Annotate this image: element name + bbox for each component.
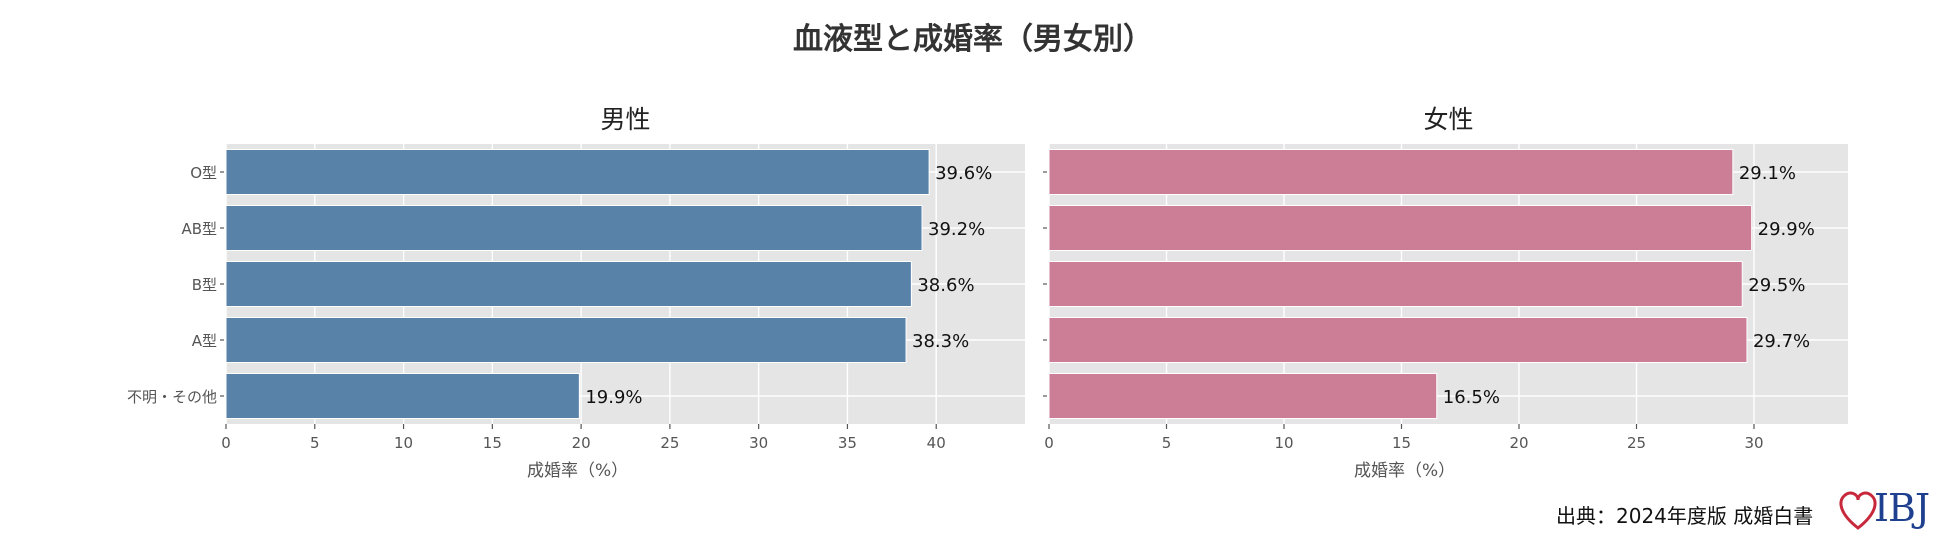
male-bar-0 xyxy=(225,149,930,195)
x-tick-label: 20 xyxy=(572,434,591,452)
x-axis-label: 成婚率（%） xyxy=(527,461,628,481)
category-label: O型 xyxy=(190,164,217,182)
x-tick-label: 30 xyxy=(749,434,768,452)
x-tick-label: 25 xyxy=(1627,434,1646,452)
x-tick-label: 35 xyxy=(838,434,857,452)
x-tick-label: 0 xyxy=(221,434,231,452)
male-panel-title: 男性 xyxy=(600,105,651,134)
female-bar-0 xyxy=(1048,149,1734,195)
x-tick-label: 5 xyxy=(1162,434,1172,452)
logo-text: IBJ xyxy=(1874,486,1930,530)
x-tick-label: 0 xyxy=(1044,434,1054,452)
category-label: AB型 xyxy=(181,220,217,238)
x-tick-label: 5 xyxy=(310,434,320,452)
source-note: 出典：2024年度版 成婚白書 xyxy=(1556,504,1814,528)
value-label: 29.5% xyxy=(1748,275,1805,296)
value-label: 16.5% xyxy=(1443,387,1500,408)
x-tick-label: 15 xyxy=(1392,434,1411,452)
x-axis-label: 成婚率（%） xyxy=(1354,461,1455,481)
heart-icon xyxy=(1839,491,1877,530)
value-label: 29.1% xyxy=(1739,163,1796,184)
value-label: 38.3% xyxy=(912,331,969,352)
male-bar-4 xyxy=(225,373,580,419)
female-bar-1 xyxy=(1048,205,1753,251)
female-bar-2 xyxy=(1048,261,1743,307)
male-panel: 39.6% O型 39.2% AB型 38.6% B型 38.3% A型 19.9% 不明・その他… xyxy=(127,144,1025,481)
x-tick-label: 30 xyxy=(1744,434,1763,452)
x-tick-label: 10 xyxy=(1274,434,1293,452)
female-bar-3 xyxy=(1048,317,1748,363)
x-tick-label: 10 xyxy=(394,434,413,452)
category-label: A型 xyxy=(192,332,217,350)
x-tick-label: 25 xyxy=(660,434,679,452)
category-label: 不明・その他 xyxy=(127,388,217,406)
male-bar-3 xyxy=(225,317,907,363)
ibj-logo xyxy=(1839,491,1877,530)
female-bar-4 xyxy=(1048,373,1438,419)
value-label: 29.9% xyxy=(1758,219,1815,240)
chart-title: 血液型と成婚率（男女別） xyxy=(793,22,1153,57)
value-label: 38.6% xyxy=(917,275,974,296)
female-panel: 29.1% 29.9% 29.5% 29.7% 16.5% 0 5 10 15 20 25 30 成婚率… xyxy=(1043,144,1848,481)
male-bar-1 xyxy=(225,205,923,251)
x-tick-label: 15 xyxy=(483,434,502,452)
x-tick-label: 20 xyxy=(1509,434,1528,452)
x-tick-label: 40 xyxy=(927,434,946,452)
value-label: 19.9% xyxy=(585,387,642,408)
female-panel-title: 女性 xyxy=(1423,105,1474,134)
category-label: B型 xyxy=(192,276,217,294)
value-label: 39.2% xyxy=(928,219,985,240)
male-bar-2 xyxy=(225,261,912,307)
value-label: 39.6% xyxy=(935,163,992,184)
value-label: 29.7% xyxy=(1753,331,1810,352)
